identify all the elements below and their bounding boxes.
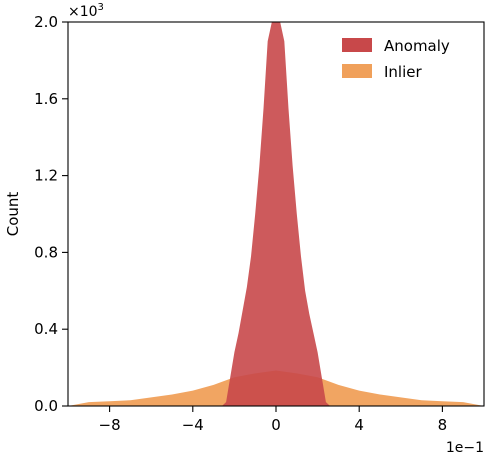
x-tick-label: 0	[271, 416, 281, 434]
axis-layer: −8 −4 0 4 8 0.0 0.4 0.8 1.2 1.6 2.0	[34, 13, 447, 434]
y-tick-label: 1.6	[34, 90, 58, 108]
x-tick-label: 4	[354, 416, 364, 434]
y-offset-base: ×10	[68, 4, 98, 20]
legend-label-anomaly: Anomaly	[384, 37, 450, 55]
x-tick-label: 8	[438, 416, 448, 434]
y-tick-label: 1.2	[34, 167, 58, 185]
y-tick-label: 2.0	[34, 13, 58, 31]
legend-label-inlier: Inlier	[384, 63, 422, 81]
x-tick-label: −4	[182, 416, 204, 434]
legend-swatch-inlier	[342, 64, 372, 78]
x-tick-label: −8	[99, 416, 121, 434]
y-offset-text: ×103	[68, 2, 104, 20]
legend: Anomaly Inlier	[342, 37, 450, 81]
series-area-anomaly	[68, 22, 484, 406]
series-layer	[68, 22, 484, 406]
y-tick-label: 0.8	[34, 243, 58, 261]
y-tick-label: 0.4	[34, 320, 58, 338]
legend-swatch-anomaly	[342, 38, 372, 52]
y-tick-label: 0.0	[34, 397, 58, 415]
y-axis-label: Count	[4, 192, 22, 237]
y-offset-exponent: 3	[98, 2, 104, 13]
x-offset-text: 1e−1	[446, 440, 484, 456]
